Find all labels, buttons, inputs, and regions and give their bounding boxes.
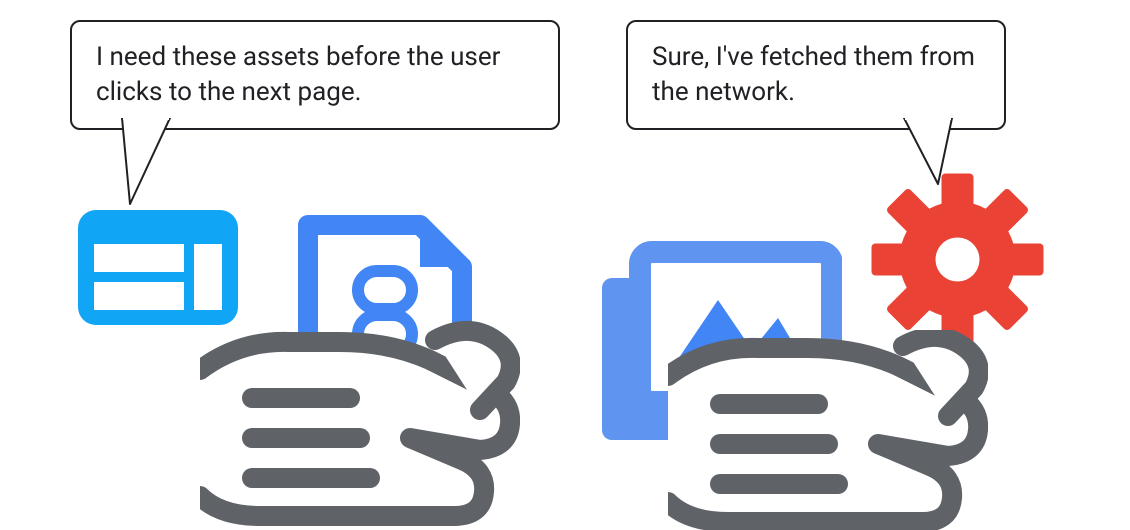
browser-window-icon — [78, 210, 238, 325]
speech-bubble-left-tail — [118, 118, 188, 208]
speech-bubble-left-text: I need these assets before the user clic… — [96, 42, 500, 107]
hand-holding-icon-left — [200, 320, 520, 530]
gear-icon — [870, 172, 1045, 347]
hand-holding-icon-right — [668, 330, 988, 530]
speech-bubble-right-text: Sure, I've fetched them from the network… — [652, 42, 975, 107]
speech-bubble-left: I need these assets before the user clic… — [70, 20, 560, 130]
speech-bubble-right: Sure, I've fetched them from the network… — [626, 20, 1006, 130]
